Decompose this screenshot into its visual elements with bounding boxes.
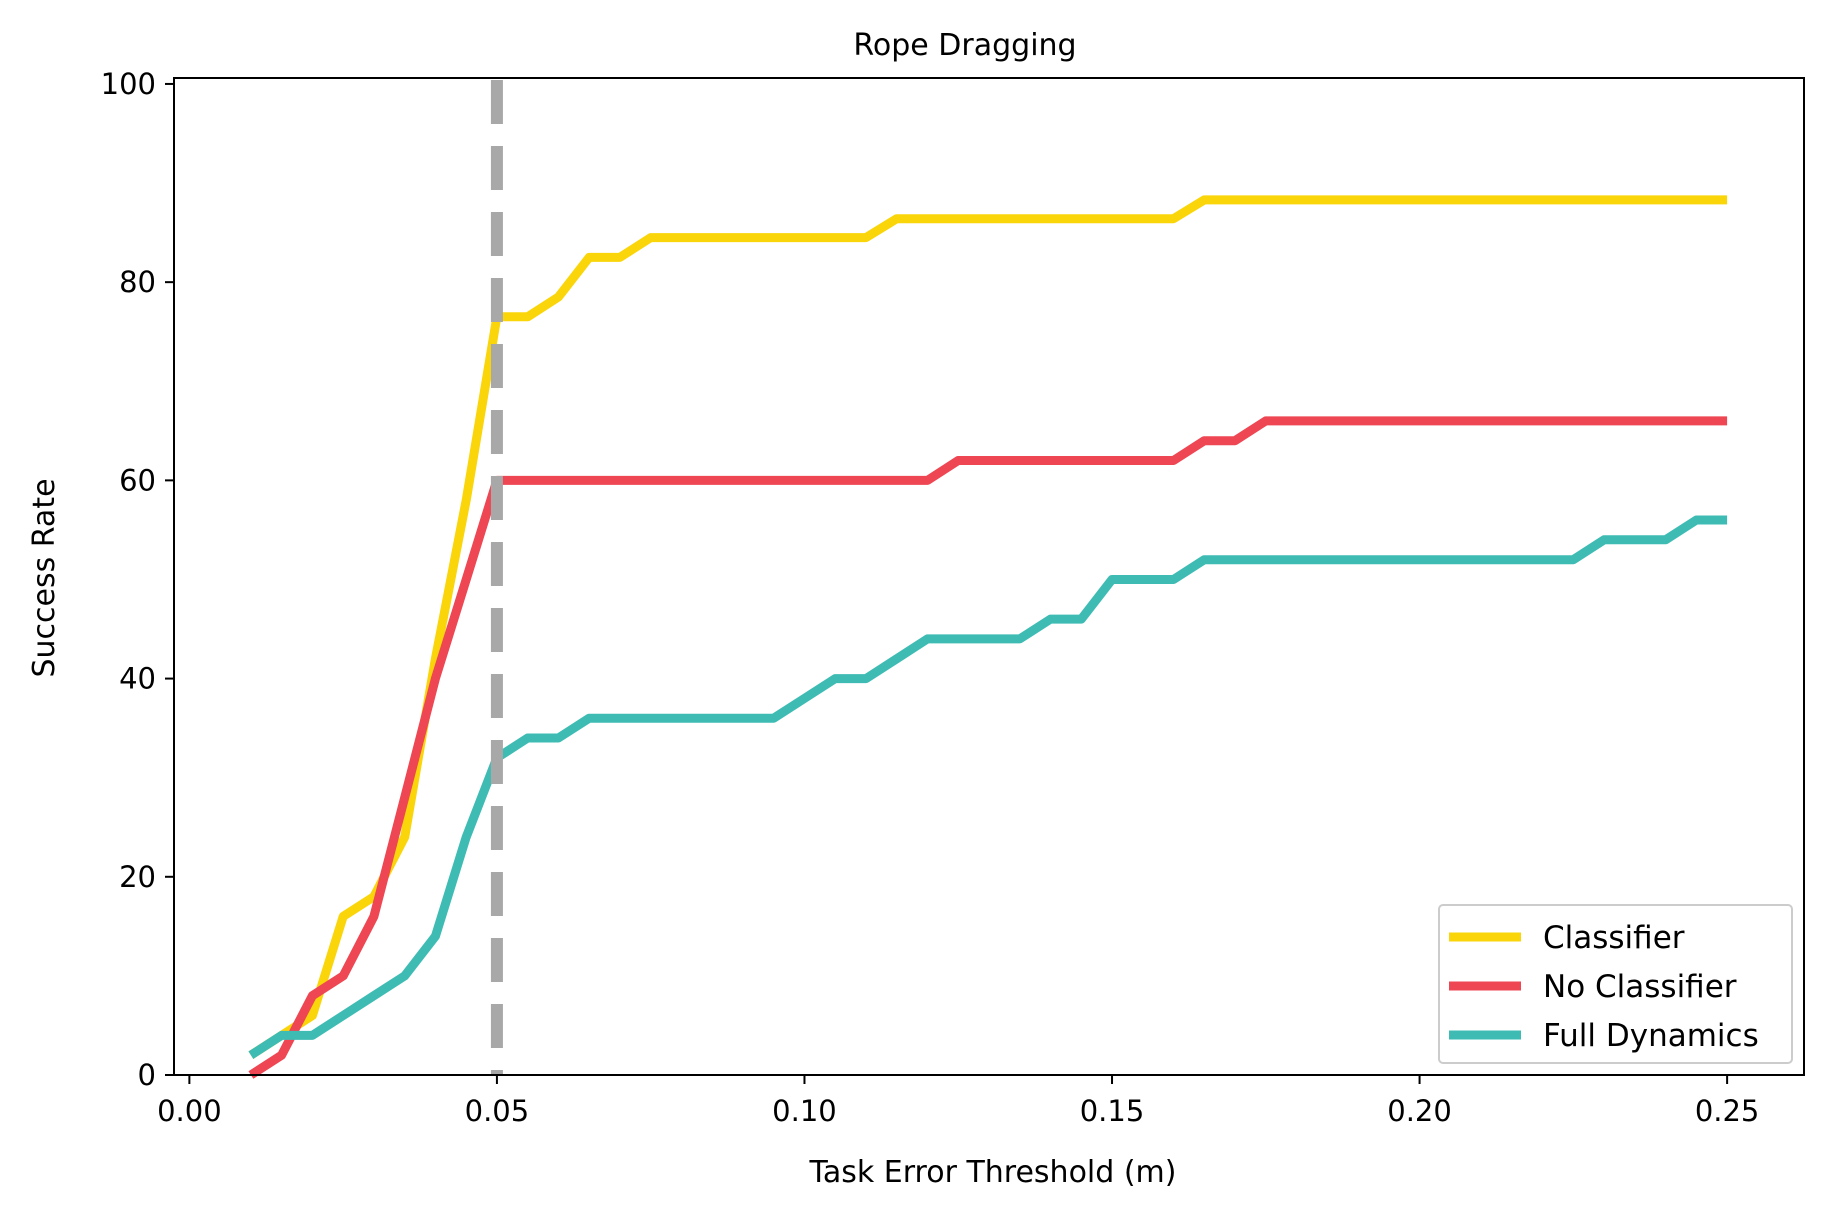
y-tick-label: 80	[119, 265, 156, 299]
x-axis-label: Task Error Threshold (m)	[809, 1155, 1177, 1190]
series-line-2	[248, 416, 1728, 1079]
x-tick-label: 0.15	[1080, 1094, 1145, 1128]
y-axis-label: Success Rate	[27, 478, 62, 677]
legend-label: Classifier	[1543, 920, 1685, 956]
legend: Classifier No Classifier Full Dynamics	[1438, 904, 1793, 1064]
y-tick-label: 40	[119, 662, 156, 696]
plot-frame	[173, 77, 1805, 1076]
x-tick-label: 0.10	[772, 1094, 837, 1128]
x-tick-label: 0.00	[157, 1094, 222, 1128]
legend-label: Full Dynamics	[1543, 1018, 1759, 1054]
plot-area	[248, 80, 1728, 1079]
x-tick-label: 0.05	[465, 1094, 530, 1128]
series-line-3	[248, 515, 1728, 1059]
series-line-1	[248, 195, 1728, 1059]
axis-ticks: 0.00 0.05 0.10 0.15 0.20 0.25 0 20 40 60 80 100	[101, 67, 1760, 1128]
x-tick-label: 0.20	[1387, 1094, 1452, 1128]
y-tick-label: 0	[138, 1058, 156, 1092]
chart-title: Rope Dragging	[853, 28, 1076, 63]
legend-box	[1438, 904, 1793, 1064]
y-tick-label: 20	[119, 860, 156, 894]
y-tick-label: 100	[101, 67, 156, 101]
legend-label: No Classifier	[1543, 969, 1737, 1005]
x-tick-label: 0.25	[1695, 1094, 1760, 1128]
y-tick-label: 60	[119, 463, 156, 497]
